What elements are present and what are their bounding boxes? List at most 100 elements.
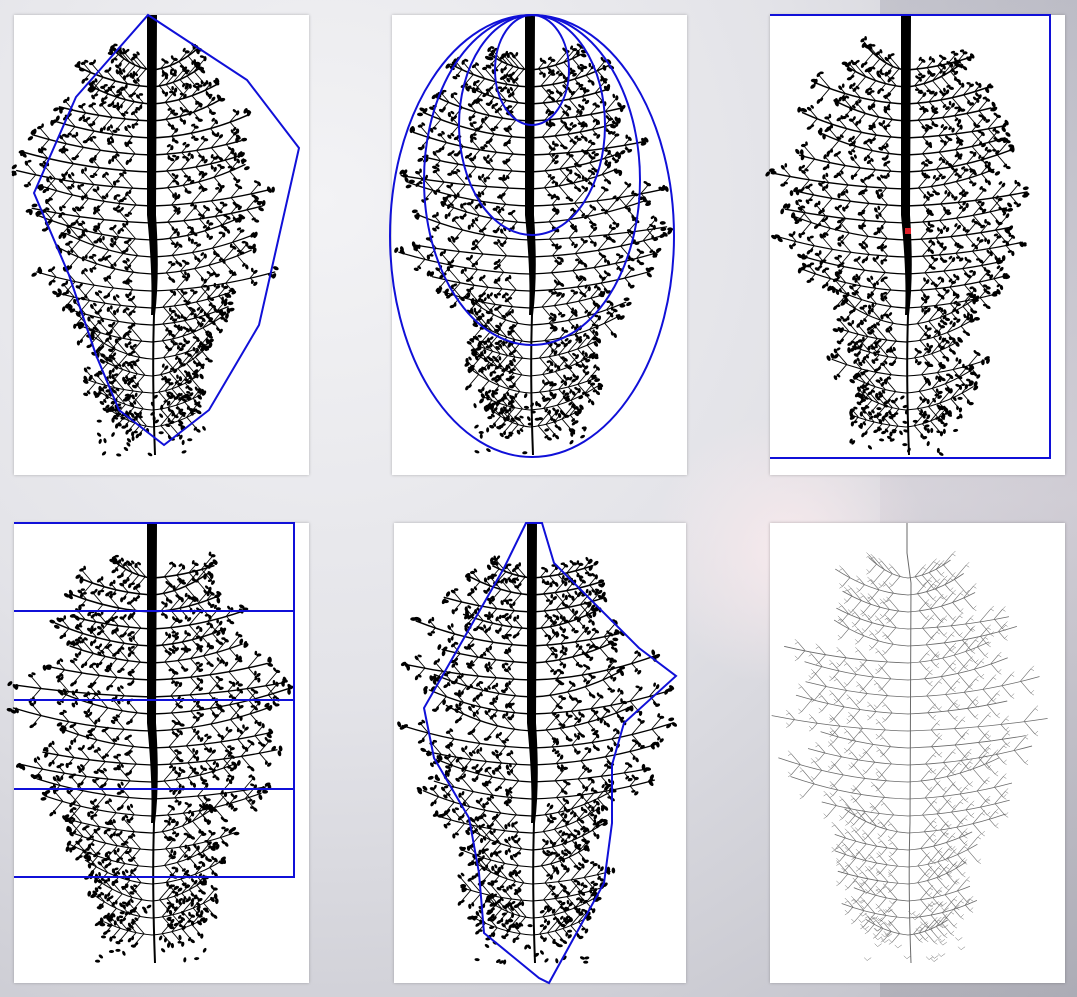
tree-leaf: [499, 242, 504, 247]
tree-twig: [540, 71, 554, 86]
tree-leaf: [577, 387, 581, 394]
tree-leaf: [985, 98, 991, 102]
tree-leaf: [46, 177, 50, 183]
tree-twig: [834, 279, 848, 295]
tree-twig: [94, 208, 105, 220]
tree-leaf: [962, 363, 965, 369]
tree-leaf: [809, 262, 815, 266]
tree-leaf: [958, 245, 964, 249]
tree-leaf: [575, 334, 579, 339]
tree-leaf: [978, 259, 984, 264]
tree-twig: [558, 341, 570, 355]
tree-twig: [114, 156, 127, 171]
tree-leaf: [431, 165, 438, 170]
tree-leaf: [453, 92, 458, 96]
tree-twig: [989, 199, 1001, 212]
tree-leaf: [555, 70, 560, 75]
tree-leaf: [115, 69, 120, 75]
tree-leaf: [182, 326, 187, 330]
tree-twig: [176, 275, 189, 290]
tree-leaf: [1007, 202, 1013, 208]
tree-leaf: [84, 59, 89, 63]
tree-twig: [184, 292, 196, 305]
tree-twig: [96, 374, 106, 386]
tree-twig: [962, 260, 970, 269]
tree-twig: [922, 243, 934, 256]
tree-leaf: [182, 47, 186, 52]
tree-leaf: [495, 401, 499, 407]
tree-leaf: [67, 594, 73, 600]
tree-twig: [559, 107, 570, 119]
tree-leaf: [541, 59, 547, 64]
tree-leaf: [472, 323, 479, 328]
tree-branch: [905, 226, 1012, 241]
tree-leaf: [883, 378, 889, 383]
tree-leaf: [972, 169, 976, 175]
tree-branch: [814, 81, 907, 105]
tree-twig: [928, 101, 936, 110]
tree-leaf: [596, 134, 601, 139]
tree-twig: [963, 94, 972, 105]
tree-twig: [556, 393, 568, 406]
tree-branch: [151, 216, 241, 241]
tree-leaf: [482, 227, 487, 231]
tree-leaf: [75, 131, 79, 137]
tree-leaf: [126, 560, 131, 564]
tree-leaf: [497, 195, 503, 199]
tree-leaf: [875, 379, 881, 383]
tree-branch: [831, 287, 907, 309]
tree: [394, 15, 674, 456]
tree-leaf: [501, 423, 506, 426]
tree-branch: [58, 106, 153, 122]
tree-twig: [968, 353, 979, 366]
tree-leaf: [499, 398, 505, 402]
tree-leaf: [203, 345, 208, 352]
tree-branch: [468, 298, 531, 326]
tree-leaf: [27, 181, 31, 186]
tree-leaf: [490, 49, 496, 54]
tree-leaf: [594, 331, 599, 337]
tree-leaf: [877, 339, 882, 343]
tree-leaf: [471, 64, 477, 69]
tree-leaf: [987, 180, 991, 186]
tree-leaf: [577, 364, 583, 368]
tree-leaf: [553, 350, 558, 356]
tree-leaf: [497, 107, 503, 111]
tree-twig: [177, 354, 190, 369]
tree-branch: [905, 86, 988, 105]
tree-leaf: [96, 186, 100, 191]
tree-leaf: [75, 574, 81, 579]
tree-leaf: [125, 307, 130, 311]
tree-twig: [129, 634, 139, 645]
tree-leaf: [202, 426, 206, 431]
tree-leaf: [449, 304, 455, 309]
tree-twig: [839, 238, 852, 253]
tree-leaf: [986, 83, 992, 89]
tree-leaf: [474, 217, 479, 222]
tree-leaf: [929, 72, 934, 77]
tree-leaf: [557, 412, 562, 419]
tree-branch: [151, 349, 205, 377]
tree-leaf: [194, 386, 198, 391]
tree-leaf: [174, 128, 179, 133]
tree-twig: [183, 206, 196, 221]
tree-leaf: [919, 91, 924, 94]
tree-leaf: [61, 212, 66, 216]
tree-leaf: [477, 342, 482, 349]
tree-leaf: [481, 117, 485, 123]
tree-leaf: [477, 175, 482, 181]
tree-twig: [134, 374, 146, 387]
tree-leaf: [560, 313, 566, 318]
tree-leaf: [82, 114, 85, 120]
tree-leaf: [127, 298, 134, 302]
tree-leaf: [923, 309, 928, 315]
tree-leaf: [964, 366, 969, 370]
tree-leaf: [67, 186, 73, 190]
tree-leaf: [497, 86, 503, 89]
tree-leaf: [122, 308, 127, 314]
tree-leaf: [73, 298, 77, 305]
tree-twig: [160, 411, 173, 426]
tree-leaf: [429, 106, 435, 110]
tree-twig: [222, 247, 235, 262]
tree-leaf: [939, 431, 944, 437]
